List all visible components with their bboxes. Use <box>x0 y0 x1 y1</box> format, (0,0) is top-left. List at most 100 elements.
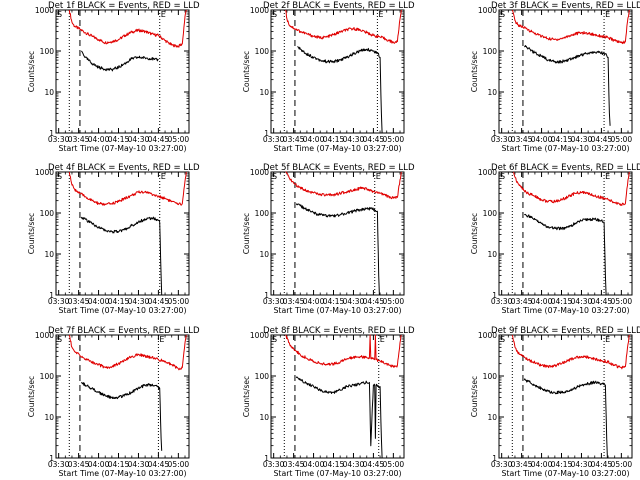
x-tick-label: 03:30 <box>491 460 513 469</box>
x-tick-label: 03:45 <box>68 460 90 469</box>
plot-frame <box>55 171 190 296</box>
x-tick-label: 03:30 <box>263 135 285 144</box>
detector-panel-5: Det 5f BLACK = Events, RED = LLD 1 10 100 10… <box>242 163 415 315</box>
detector-panel-4: Det 4f BLACK = Events, RED = LLD 1 10 100 10… <box>27 163 200 315</box>
start-flag-label: S <box>500 10 505 19</box>
x-tick-label: 04:00 <box>531 135 553 144</box>
y-tick-label: 1000 <box>35 168 54 177</box>
x-tick-label: 04:15 <box>551 297 573 306</box>
panel-title: Det 8f BLACK = Events, RED = LLD <box>263 326 415 336</box>
detector-panels: Det 1f BLACK = Events, RED = LLD11010010… <box>27 1 640 478</box>
x-tick-label: 05:00 <box>383 297 405 306</box>
y-axis-label: Counts/sec <box>470 213 479 254</box>
x-axis-label: Start Time (07-May-10 03:27:00) <box>58 144 186 153</box>
x-axis-label: Start Time (07-May-10 03:27:00) <box>501 306 629 315</box>
plot-frame <box>498 171 633 296</box>
x-tick-label: 05:00 <box>383 460 405 469</box>
y-tick-label: 100 <box>255 47 270 56</box>
x-tick-label: 03:45 <box>511 297 533 306</box>
x-tick-label: 03:30 <box>48 460 70 469</box>
x-tick-label: 04:30 <box>571 297 593 306</box>
events-series-line <box>80 216 163 296</box>
x-tick-label: 04:45 <box>591 460 613 469</box>
y-tick-label: 100 <box>483 372 498 381</box>
start-flag-label: S <box>272 335 277 344</box>
x-axis-label: Start Time (07-May-10 03:27:00) <box>58 469 186 478</box>
x-tick-label: 04:45 <box>148 460 170 469</box>
y-tick-label: 1 <box>492 129 497 138</box>
events-series-line <box>523 45 611 126</box>
x-tick-label: 05:00 <box>611 460 633 469</box>
x-axis-label: Start Time (07-May-10 03:27:00) <box>501 144 629 153</box>
x-tick-label: 04:45 <box>363 297 385 306</box>
x-tick-label: 05:00 <box>383 135 405 144</box>
x-tick-label: 03:30 <box>48 297 70 306</box>
end-flag-label: E <box>378 10 383 19</box>
x-tick-label: 05:00 <box>611 135 633 144</box>
end-flag-label: E <box>376 172 381 181</box>
end-flag-label: E <box>605 335 610 344</box>
x-tick-label: 04:45 <box>148 135 170 144</box>
y-tick-label: 10 <box>259 250 269 259</box>
x-axis-label: Start Time (07-May-10 03:27:00) <box>273 306 401 315</box>
x-tick-label: 04:15 <box>323 460 345 469</box>
x-tick-label: 03:30 <box>491 297 513 306</box>
x-tick-label: 04:30 <box>343 297 365 306</box>
x-tick-label: 03:45 <box>283 297 305 306</box>
detector-panel-9: Det 9f BLACK = Events, RED = LLD 1 10 100 10… <box>470 326 640 478</box>
y-tick-label: 1000 <box>478 6 497 15</box>
y-tick-label: 100 <box>255 209 270 218</box>
detector-panel-8: Det 8f BLACK = Events, RED = LLD 1 10 100 10… <box>242 326 415 478</box>
y-axis-label: Counts/sec <box>242 213 251 254</box>
y-tick-label: 100 <box>483 209 498 218</box>
y-axis-label: Counts/sec <box>27 376 36 417</box>
x-tick-label: 04:45 <box>591 297 613 306</box>
events-series-line <box>81 50 159 72</box>
y-tick-label: 100 <box>40 372 55 381</box>
y-tick-label: 10 <box>259 88 269 97</box>
x-tick-label: 04:00 <box>88 297 110 306</box>
y-tick-label: 1 <box>264 129 269 138</box>
y-tick-label: 1000 <box>478 331 497 340</box>
x-tick-label: 04:00 <box>303 297 325 306</box>
x-axis-label: Start Time (07-May-10 03:27:00) <box>273 144 401 153</box>
y-axis-label: Counts/sec <box>470 51 479 92</box>
start-flag-label: S <box>500 172 505 181</box>
x-tick-label: 05:00 <box>168 297 190 306</box>
y-tick-label: 100 <box>483 47 498 56</box>
x-tick-label: 04:15 <box>108 297 130 306</box>
plot-frame <box>55 334 190 459</box>
detector-panel-1: Det 1f BLACK = Events, RED = LLD 1 10 100 10… <box>27 1 200 153</box>
y-tick-label: 1 <box>264 291 269 300</box>
start-flag-label: S <box>500 335 505 344</box>
x-tick-label: 03:30 <box>491 135 513 144</box>
y-axis-label: Counts/sec <box>27 51 36 92</box>
x-tick-label: 04:00 <box>303 460 325 469</box>
x-tick-label: 03:45 <box>68 297 90 306</box>
events-series-line <box>523 213 607 296</box>
detector-panel-3: Det 3f BLACK = Events, RED = LLD 1 10 100 10… <box>470 1 640 153</box>
start-flag-label: S <box>57 10 62 19</box>
lld-series-line <box>511 9 630 45</box>
x-tick-label: 03:45 <box>68 135 90 144</box>
y-tick-label: 1 <box>264 454 269 463</box>
plot-frame <box>498 9 633 134</box>
x-tick-label: 04:30 <box>571 460 593 469</box>
x-tick-label: 04:30 <box>128 297 150 306</box>
x-tick-label: 04:30 <box>571 135 593 144</box>
y-tick-label: 10 <box>259 413 269 422</box>
y-tick-label: 10 <box>44 413 54 422</box>
panel-title: Det 1f BLACK = Events, RED = LLD <box>48 1 200 11</box>
x-tick-label: 03:45 <box>511 135 533 144</box>
end-flag-label: E <box>605 10 610 19</box>
x-tick-label: 03:45 <box>283 135 305 144</box>
y-axis-label: Counts/sec <box>27 213 36 254</box>
end-flag-label: E <box>161 172 166 181</box>
lld-series-line <box>68 334 187 371</box>
x-tick-label: 04:45 <box>148 297 170 306</box>
x-tick-label: 04:15 <box>323 135 345 144</box>
start-flag-label: S <box>272 172 277 181</box>
end-flag-label: E <box>380 335 385 344</box>
